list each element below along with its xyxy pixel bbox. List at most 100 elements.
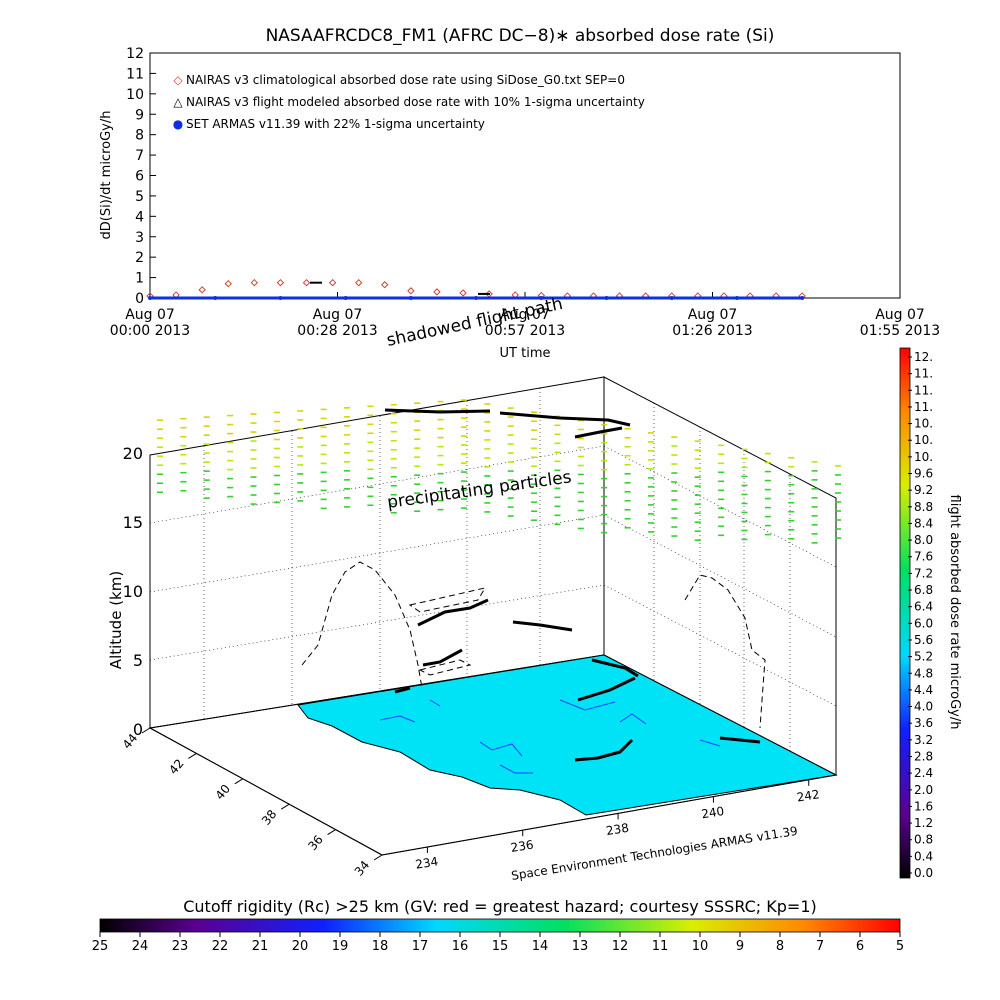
right-colorbar-tick-label: 2.8 (914, 749, 933, 763)
bottom-colorbar-tick-label: 17 (412, 939, 429, 954)
bottom-colorbar-tick-label: 7 (816, 939, 824, 954)
chart-title: NASAAFRCDC8_FM1 (AFRC DC−8)∗ absorbed do… (266, 26, 775, 46)
latitude-tick (327, 829, 336, 836)
right-colorbar-tick-label: 11. (914, 367, 933, 381)
right-colorbar-tick-label: 2.0 (914, 783, 933, 797)
latitude-tick-label: 40 (213, 782, 234, 803)
right-colorbar-tick-label: 0.8 (914, 833, 933, 847)
bottom-colorbar-tick-label: 6 (856, 939, 864, 954)
latitude-tick-label: 42 (166, 756, 187, 777)
bottom-colorbar-tick-label: 22 (212, 939, 229, 954)
top-y-tick-label: 5 (135, 189, 144, 205)
bottom-colorbar-tick-label: 20 (292, 939, 309, 954)
top-x-tick-time: 00:00 2013 (110, 323, 190, 339)
latitude-tick (188, 752, 197, 759)
armas-point (474, 296, 479, 300)
climatology-point (198, 286, 206, 294)
legend-label: NAIRAS v3 flight modeled absorbed dose r… (186, 95, 645, 109)
top-x-tick-date: Aug 07 (125, 307, 175, 323)
right-colorbar-tick-label: 8.8 (914, 500, 933, 514)
right-colorbar-tick-label: 3.2 (914, 733, 933, 747)
top-x-tick-time: 00:57 2013 (485, 323, 565, 339)
bottom-colorbar-tick-label: 10 (692, 939, 709, 954)
climatology-point (459, 289, 467, 297)
top-y-tick-label: 11 (126, 66, 144, 82)
longitude-tick-label: 234 (414, 854, 439, 871)
armas-point (148, 296, 152, 300)
right-colorbar-tick-label: 9.2 (914, 483, 933, 497)
right-colorbar-tick-label: 0.0 (914, 866, 933, 880)
climatology-point (224, 280, 232, 288)
top-x-tick-time: 01:26 2013 (672, 323, 752, 339)
map-land (297, 654, 838, 816)
floor-front-right (381, 774, 837, 856)
altitude-tick-label: 10 (123, 582, 143, 601)
top-y-axis-label: dD(Si)/dt microGy/h (99, 111, 114, 240)
right-colorbar-tick-label: 3.6 (914, 716, 933, 730)
top-legend: ◇ NAIRAS v3 climatological absorbed dose … (173, 73, 645, 131)
climatology-point (407, 287, 415, 295)
climatology-point (354, 278, 363, 287)
bottom-colorbar-tick-label: 18 (372, 939, 389, 954)
armas-point (734, 296, 739, 300)
right-colorbar-ticks: 12. 11. 11. 11. 10. 10. 10. 9.6 9.2 8.8 8.4 8.0 7.6 7… (908, 350, 933, 880)
longitude-axis: 234 236 238 240 242 (414, 779, 821, 872)
right-colorbar-tick-label: 8.4 (914, 516, 933, 530)
longitude-tick-label: 236 (510, 838, 535, 855)
longitude-tick-label: 238 (605, 821, 630, 838)
altitude-tick-label: 15 (123, 513, 143, 532)
climatology-point (250, 278, 259, 287)
top-y-tick-label: 2 (135, 250, 144, 266)
bottom-colorbar-tick-label: 19 (332, 939, 349, 954)
bottom-colorbar-label: Cutoff rigidity (Rc) >25 km (GV: red = g… (183, 897, 817, 916)
armas-point (669, 296, 674, 300)
latitude-tick (373, 854, 383, 861)
top-x-axis-label: UT time (500, 346, 551, 361)
right-colorbar-tick-label: 4.4 (914, 683, 933, 697)
right-colorbar-tick-label: 12. (914, 350, 933, 364)
right-colorbar (899, 347, 911, 879)
climatology-point (276, 278, 285, 287)
armas-point (213, 296, 218, 300)
armas-point (408, 296, 413, 300)
armas-point (800, 296, 805, 300)
right-colorbar-tick-label: 1.6 (914, 799, 933, 813)
bottom-colorbar (99, 918, 901, 933)
latitude-tick (280, 803, 290, 810)
map-coastline-detail (379, 699, 721, 774)
right-colorbar-tick-label: 5.6 (914, 633, 933, 647)
bottom-colorbar-tick-label: 23 (172, 939, 189, 954)
right-colorbar-tick-label: 6.0 (914, 616, 933, 630)
right-colorbar-tick-label: 4.8 (914, 666, 933, 680)
bottom-colorbar-ticks: 25 24 23 22 21 20 19 18 17 16 15 14 13 12 11 10 9 8 7 6 5 (92, 932, 904, 954)
longitude-tick-label: 242 (796, 787, 821, 804)
armas-point (343, 296, 348, 300)
right-colorbar-tick-label: 8.0 (914, 533, 933, 547)
wall-grid (149, 388, 837, 751)
altitude-tick-label: 5 (133, 651, 143, 670)
top-y-tick-label: 3 (135, 230, 144, 246)
bottom-colorbar-tick-label: 24 (132, 939, 149, 954)
credit-label: Space Environment Technologies ARMAS v11… (510, 824, 798, 883)
right-colorbar-tick-label: 6.8 (914, 583, 933, 597)
bottom-colorbar-tick-label: 16 (452, 939, 469, 954)
bottom-colorbar-tick-label: 14 (532, 939, 549, 954)
right-colorbar-tick-label: 5.2 (914, 650, 933, 664)
climatology-point (433, 288, 441, 296)
longitude-tick-label: 240 (700, 804, 725, 821)
latitude-tick (234, 778, 244, 785)
bottom-colorbar-tick-label: 21 (252, 939, 269, 954)
top-y-tick-label: 1 (135, 271, 144, 287)
latitude-tick-label: 36 (305, 833, 326, 854)
right-colorbar-tick-label: 1.2 (914, 816, 933, 830)
bottom-colorbar-tick-label: 12 (612, 939, 629, 954)
climatology-point (328, 278, 337, 287)
bottom-colorbar-tick-label: 13 (572, 939, 589, 954)
right-colorbar-tick-label: 7.2 (914, 566, 933, 580)
top-y-tick-label: 12 (126, 46, 144, 62)
latitude-tick-label: 38 (259, 807, 280, 828)
top-plot-frame (149, 52, 901, 299)
